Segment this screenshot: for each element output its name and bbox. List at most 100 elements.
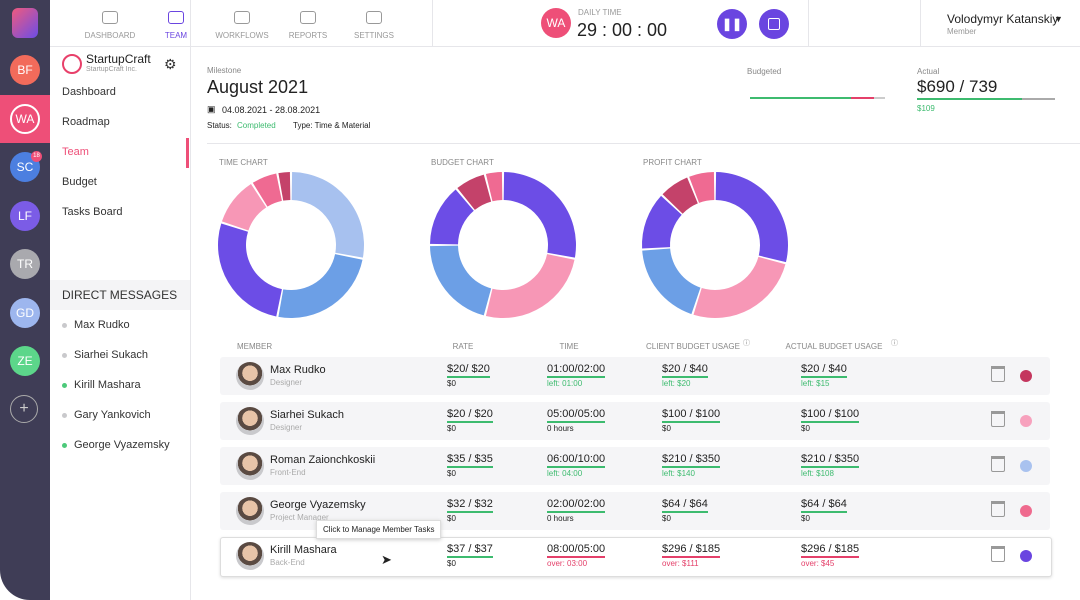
budgeted-label: Budgeted bbox=[747, 67, 782, 76]
member-role: Project Manager bbox=[270, 513, 329, 522]
member-name: Kirill Mashara bbox=[270, 544, 337, 556]
cell-note: 0 hours bbox=[547, 424, 574, 433]
donut-segment bbox=[715, 172, 789, 263]
nav-icon bbox=[168, 11, 184, 24]
cell-note: $0 bbox=[801, 514, 810, 523]
avatar[interactable]: LF bbox=[10, 200, 40, 231]
nav-icon bbox=[366, 11, 382, 24]
nav-label[interactable]: SETTINGS bbox=[353, 31, 394, 40]
delete-button[interactable] bbox=[991, 366, 1005, 382]
cell-value: $20 / $20 bbox=[447, 408, 493, 423]
divider bbox=[207, 143, 1080, 144]
menu-item[interactable]: Tasks Board bbox=[62, 206, 123, 218]
row[interactable] bbox=[220, 402, 1050, 440]
cursor: ➤ bbox=[381, 552, 392, 567]
column-header: ACTUAL BUDGET USAGE bbox=[785, 342, 883, 351]
menu-item[interactable]: Roadmap bbox=[62, 116, 110, 128]
donut-segment bbox=[457, 174, 492, 210]
cell-note: $0 bbox=[447, 559, 456, 568]
menu-item[interactable]: Dashboard bbox=[62, 86, 116, 98]
nav-label[interactable]: REPORTS bbox=[288, 31, 328, 40]
cell-note: over: $45 bbox=[801, 559, 835, 568]
cell-note: left: $15 bbox=[801, 379, 830, 388]
status-label: Status: bbox=[207, 121, 232, 130]
avatar[interactable]: TR bbox=[10, 249, 40, 279]
row[interactable] bbox=[220, 447, 1050, 485]
dm-name[interactable]: Kirill Mashara bbox=[74, 379, 141, 391]
cell-value: 01:00/02:00 bbox=[547, 363, 606, 378]
dm-title: DIRECT MESSAGES bbox=[62, 288, 178, 302]
delete-button[interactable] bbox=[991, 546, 1005, 562]
donut-segment bbox=[642, 195, 682, 249]
status-dot bbox=[62, 443, 67, 448]
member-name: Siarhei Sukach bbox=[270, 409, 344, 421]
pause-button[interactable]: ❚❚ bbox=[717, 9, 747, 39]
avatar[interactable]: GD bbox=[10, 297, 40, 328]
cell-note: left: 04:00 bbox=[547, 469, 583, 478]
dm-name[interactable]: Siarhei Sukach bbox=[74, 349, 148, 361]
member-photo bbox=[236, 452, 264, 480]
milestone-label: Milestone bbox=[207, 66, 242, 75]
cell-value: $296 / $185 bbox=[662, 543, 721, 558]
avatar[interactable]: BF bbox=[10, 55, 40, 85]
ws-company: StartupCraft Inc. bbox=[86, 66, 137, 73]
chart-title: BUDGET CHART bbox=[431, 158, 494, 167]
delete-button[interactable] bbox=[991, 456, 1005, 472]
menu-item[interactable]: Team bbox=[62, 146, 89, 158]
add-button[interactable]: + bbox=[10, 394, 38, 423]
donut-segment bbox=[221, 183, 267, 231]
status-dot bbox=[62, 413, 67, 418]
ws-logo bbox=[62, 54, 82, 74]
nav-label[interactable]: WORKFLOWS bbox=[215, 31, 269, 40]
calendar-icon: ▣ bbox=[207, 104, 216, 114]
tooltip: Click to Manage Member Tasks bbox=[316, 520, 442, 539]
nav-icon bbox=[300, 11, 316, 24]
nav-label[interactable]: TEAM bbox=[164, 31, 188, 40]
member-role: Back-End bbox=[270, 558, 305, 567]
logo bbox=[12, 8, 38, 38]
delete-button[interactable] bbox=[991, 411, 1005, 427]
cell-value: $64 / $64 bbox=[662, 498, 708, 513]
donut-segment bbox=[278, 172, 291, 201]
cell-value: $100 / $100 bbox=[801, 408, 860, 423]
divider bbox=[808, 0, 809, 46]
avatar[interactable]: ZE bbox=[10, 346, 40, 376]
member-name: Roman Zaionchkoskii bbox=[270, 454, 376, 466]
donut-segment bbox=[642, 248, 701, 315]
donut-segment bbox=[278, 254, 363, 318]
member-name: Max Rudko bbox=[270, 364, 326, 376]
dropdown-arrow[interactable]: ▼ bbox=[1054, 14, 1063, 24]
settings-icon[interactable]: ⚙ bbox=[164, 56, 177, 72]
row[interactable] bbox=[220, 537, 1052, 577]
type: Type: Time & Material bbox=[293, 121, 371, 130]
stop-button[interactable] bbox=[759, 9, 789, 39]
donut-segment bbox=[217, 223, 282, 317]
dm-name[interactable]: Gary Yankovich bbox=[74, 409, 151, 421]
status-dot bbox=[62, 383, 67, 388]
cell-note: over: 03:00 bbox=[547, 559, 588, 568]
delete-button[interactable] bbox=[991, 501, 1005, 517]
cell-value: $64 / $64 bbox=[801, 498, 847, 513]
dm-name[interactable]: George Vyazemsky bbox=[74, 439, 170, 451]
column-header: TIME bbox=[559, 342, 579, 351]
actual: $690 / 739 bbox=[917, 77, 998, 96]
cell-value: $32 / $32 bbox=[447, 498, 493, 513]
actual-label: Actual bbox=[917, 67, 940, 76]
ws-name: StartupCraft bbox=[86, 52, 151, 66]
dm-name[interactable]: Max Rudko bbox=[74, 319, 130, 331]
info-icon: ⓘ bbox=[891, 340, 898, 347]
nav-label[interactable]: DASHBOARD bbox=[84, 31, 136, 40]
donut-segment bbox=[503, 172, 576, 258]
cell-note: 0 hours bbox=[547, 514, 574, 523]
cell-note: $0 bbox=[662, 514, 671, 523]
milestone-title: August 2021 bbox=[207, 77, 309, 97]
info-icon: ⓘ bbox=[743, 340, 750, 347]
cell-note: left: 01:00 bbox=[547, 379, 583, 388]
row[interactable] bbox=[220, 357, 1050, 395]
donut-segment bbox=[485, 172, 503, 202]
user-name[interactable]: Volodymyr Katanskiy bbox=[947, 12, 1059, 26]
menu-item[interactable]: Budget bbox=[62, 176, 97, 188]
avatar[interactable]: WA bbox=[10, 103, 40, 134]
chart-title: TIME CHART bbox=[219, 158, 268, 167]
